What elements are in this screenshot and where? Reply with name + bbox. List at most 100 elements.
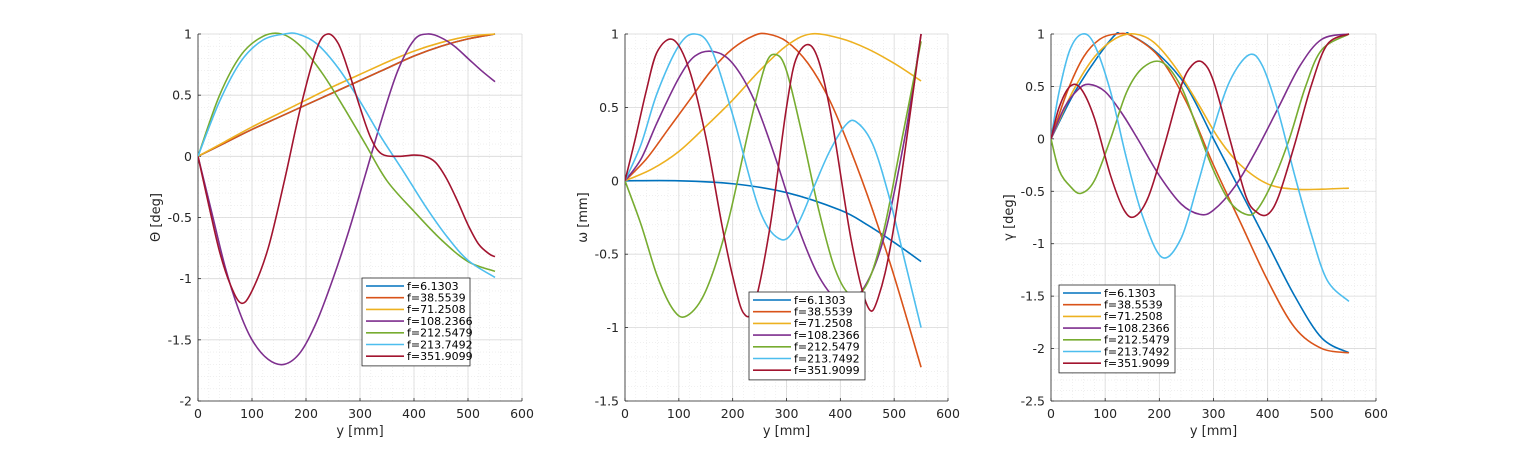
- legend-entry-label: f=213.7492: [794, 352, 860, 365]
- series-line-7: [198, 33, 496, 305]
- series-line-4: [198, 33, 496, 366]
- legend-entry-label: f=212.5479: [794, 341, 860, 354]
- chart-panel-1: 0 100 200 300 400 500 600 1 0.5 0 -0.5 -1 -1.5 -2 y [m…: [149, 27, 534, 440]
- y-tick-label: 0.5: [172, 88, 192, 103]
- x-tick-label: 100: [1093, 406, 1117, 421]
- series-line-3: [1051, 33, 1349, 191]
- y-tick-label: 1: [184, 27, 192, 42]
- legend-entry-label: f=108.2366: [794, 329, 860, 342]
- legend-entry-label: f=71.2508: [794, 317, 853, 330]
- x-tick-label: 300: [348, 406, 372, 421]
- y-tick-label: 0.5: [1025, 79, 1045, 94]
- series-line-4: [625, 33, 922, 303]
- y-tick-label: 1: [1037, 27, 1045, 42]
- legend-entry-label: f=6.1303: [407, 280, 459, 293]
- legend-box: [361, 277, 471, 367]
- series-line-4: [1051, 33, 1350, 216]
- x-tick-label: 200: [721, 406, 745, 421]
- series-line-3: [625, 32, 922, 182]
- series-line-5: [625, 41, 922, 319]
- series-line-2: [625, 32, 922, 368]
- x-tick-label: 100: [240, 406, 264, 421]
- x-tick-label: 200: [1147, 406, 1171, 421]
- x-axis-label: y [mm]: [763, 424, 810, 439]
- x-tick-label: 600: [1364, 406, 1388, 421]
- y-tick-label: -1: [1033, 236, 1045, 251]
- y-tick-label: 0: [1037, 131, 1045, 146]
- x-tick-label: 300: [775, 406, 799, 421]
- legend-entry-label: f=6.1303: [1104, 287, 1156, 300]
- legend-entry-label: f=38.5539: [794, 306, 853, 319]
- legend: f=6.1303f=38.5539f=71.2508f=108.2366f=21…: [1058, 284, 1176, 374]
- x-tick-label: 400: [1256, 406, 1280, 421]
- y-tick-label: -0.5: [168, 210, 192, 225]
- series-line-6: [198, 32, 496, 279]
- legend-entry-label: f=213.7492: [407, 338, 473, 351]
- y-axis-label: γ [deg]: [1002, 194, 1017, 240]
- series-line-2: [1051, 32, 1350, 354]
- y-tick-label: -1.5: [168, 332, 192, 347]
- y-tick-label: 1: [611, 27, 619, 42]
- legend-entry-label: f=212.5479: [1104, 334, 1170, 347]
- series-line-7: [1051, 33, 1350, 219]
- x-tick-label: 500: [456, 406, 480, 421]
- legend-entry-label: f=108.2366: [1104, 322, 1170, 335]
- y-tick-label: 0: [184, 149, 192, 164]
- legend-entry-label: f=38.5539: [1104, 299, 1163, 312]
- y-tick-label: -1.5: [595, 394, 619, 409]
- y-tick-label: -1: [607, 320, 619, 335]
- chart-panel-2: 0 100 200 300 400 500 600 1 0.5 0 -0.5 -1 -1.5 y [mm]…: [576, 27, 960, 440]
- x-tick-label: 0: [1047, 406, 1055, 421]
- series-line-7: [625, 33, 922, 318]
- legend-entry-label: f=71.2508: [407, 303, 466, 316]
- series-lines: [198, 32, 496, 366]
- chart-panel-3: 0 100 200 300 400 500 600 1 0.5 0 -0.5 -1 -1.5 -2 -2.5…: [1002, 27, 1388, 440]
- series-line-2: [198, 33, 496, 158]
- legend-box: [748, 291, 866, 381]
- legend-box: [1058, 284, 1176, 374]
- y-tick-label: -2.5: [1021, 394, 1045, 409]
- x-tick-label: 400: [828, 406, 852, 421]
- legend-entry-label: f=351.9099: [407, 350, 473, 363]
- x-tick-label: 500: [1310, 406, 1334, 421]
- y-tick-label: -1.5: [1021, 289, 1045, 304]
- series-lines: [625, 32, 922, 368]
- x-axis-label: y [mm]: [1190, 424, 1237, 439]
- y-tick-label: -1: [180, 271, 192, 286]
- legend-entry-label: f=212.5479: [407, 327, 473, 340]
- x-tick-label: 600: [936, 406, 960, 421]
- legend-entry-label: f=351.9099: [1104, 357, 1170, 370]
- x-tick-label: 200: [294, 406, 318, 421]
- x-axis-label: y [mm]: [336, 424, 383, 439]
- y-tick-label: -2: [1033, 341, 1045, 356]
- legend-entry-label: f=108.2366: [407, 315, 473, 328]
- x-tick-label: 100: [667, 406, 691, 421]
- y-tick-label: 0.5: [599, 100, 619, 115]
- series-line-6: [1051, 33, 1350, 302]
- legend-entry-label: f=351.9099: [794, 364, 860, 377]
- y-tick-label: -0.5: [595, 247, 619, 262]
- legend: f=6.1303f=38.5539f=71.2508f=108.2366f=21…: [748, 291, 866, 381]
- x-tick-label: 0: [194, 406, 202, 421]
- series-line-5: [198, 32, 496, 273]
- x-tick-label: 600: [510, 406, 534, 421]
- y-tick-label: -0.5: [1021, 184, 1045, 199]
- x-tick-label: 0: [621, 406, 629, 421]
- legend-entry-label: f=71.2508: [1104, 310, 1163, 323]
- y-axis-label: Θ [deg]: [149, 193, 164, 242]
- legend: f=6.1303f=38.5539f=71.2508f=108.2366f=21…: [361, 277, 473, 367]
- x-tick-label: 300: [1202, 406, 1226, 421]
- series-line-1: [1051, 32, 1350, 354]
- x-tick-label: 400: [402, 406, 426, 421]
- legend-entry-label: f=38.5539: [407, 292, 466, 305]
- y-tick-label: 0: [611, 173, 619, 188]
- y-axis-label: ω [mm]: [576, 192, 591, 243]
- series-line-5: [1051, 33, 1350, 216]
- legend-entry-label: f=6.1303: [794, 294, 846, 307]
- series-lines: [1051, 32, 1350, 354]
- legend-entry-label: f=213.7492: [1104, 345, 1170, 358]
- x-tick-label: 500: [882, 406, 906, 421]
- y-tick-label: -2: [180, 394, 192, 409]
